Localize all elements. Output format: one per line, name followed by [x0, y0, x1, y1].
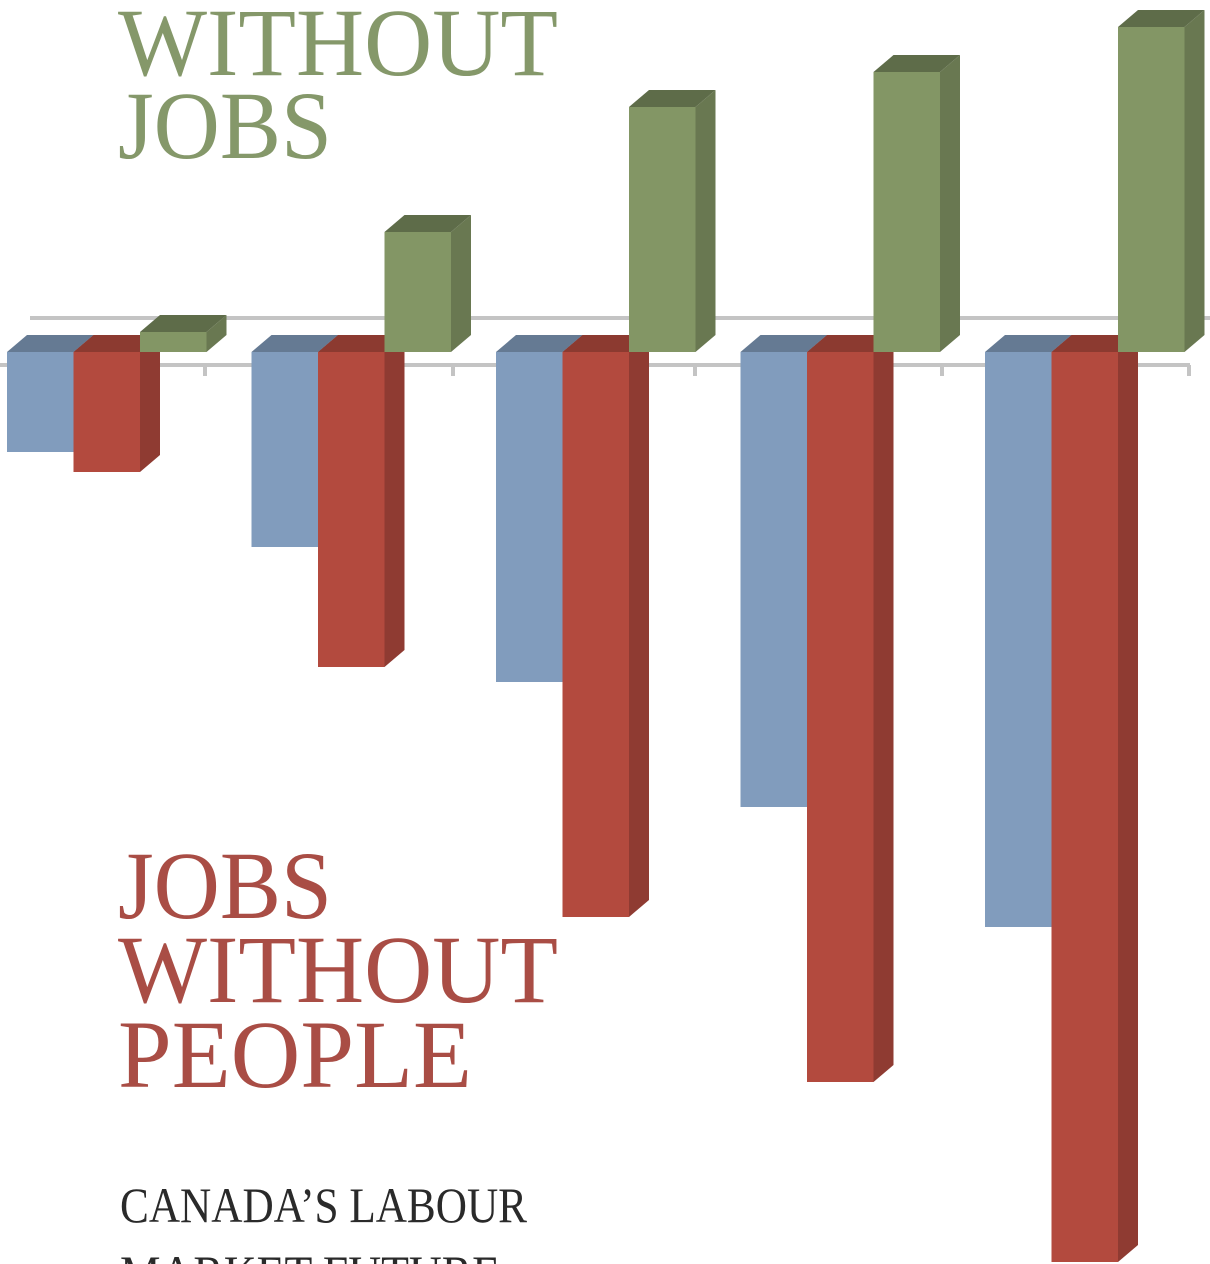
- bar-side-face: [629, 335, 649, 917]
- bar-top-face: [1118, 10, 1205, 27]
- bars: [7, 10, 1205, 1262]
- bar: [807, 335, 894, 1082]
- bar-front-face: [740, 352, 807, 807]
- bar: [384, 215, 471, 352]
- bar-front-face: [629, 107, 696, 352]
- bar-top-face: [318, 335, 405, 352]
- subtitle-line: WITHOUT: [118, 916, 558, 1023]
- bar-side-face: [873, 335, 894, 1082]
- bar: [1051, 335, 1138, 1262]
- bar-front-face: [318, 352, 385, 667]
- bar-side-face: [140, 335, 160, 472]
- bar-front-face: [384, 232, 451, 352]
- bar-top-face: [985, 335, 1072, 352]
- footer-line: MARKET FUTURE: [120, 1245, 500, 1264]
- bar-side-face: [940, 55, 960, 352]
- bar-top-face: [562, 335, 649, 352]
- bar-front-face: [251, 352, 318, 547]
- bar-front-face: [562, 352, 629, 917]
- bar-side-face: [695, 90, 716, 352]
- bar-top-face: [73, 335, 160, 352]
- bar-top-face: [740, 335, 827, 352]
- bar: [73, 335, 160, 472]
- bar-top-face: [873, 55, 960, 72]
- footer-line: CANADA’S LABOUR: [120, 1177, 528, 1233]
- subtitle-line: JOBS: [118, 832, 332, 939]
- subtitle-line: PEOPLE: [118, 1001, 472, 1108]
- title-line: WITHOUT: [118, 0, 558, 96]
- bar-front-face: [7, 352, 74, 452]
- bar-front-face: [873, 72, 940, 352]
- bar-front-face: [1118, 27, 1185, 352]
- bar: [873, 55, 960, 352]
- bar: [629, 90, 716, 352]
- bar-front-face: [985, 352, 1052, 927]
- bar-top-face: [384, 215, 471, 232]
- bar: [1118, 10, 1205, 352]
- bar-front-face: [73, 352, 140, 472]
- bar-front-face: [496, 352, 563, 682]
- bar-side-face: [451, 215, 471, 352]
- bar-top-face: [7, 335, 94, 352]
- bar: [562, 335, 649, 917]
- bar-top-face: [807, 335, 894, 352]
- bar: [140, 315, 227, 352]
- bar: [318, 335, 405, 667]
- bar-top-face: [629, 90, 716, 107]
- bar-top-face: [496, 335, 583, 352]
- bar-front-face: [140, 332, 207, 352]
- bar-top-face: [1051, 335, 1138, 352]
- bar-front-face: [1051, 352, 1118, 1262]
- title-line: JOBS: [118, 72, 332, 179]
- bar-side-face: [1118, 335, 1138, 1262]
- bar-side-face: [1184, 10, 1205, 352]
- texts: WITHOUT JOBS JOBS WITHOUT PEOPLE CANADA’…: [118, 0, 558, 1264]
- bar-top-face: [251, 335, 338, 352]
- bar-top-face: [140, 315, 227, 332]
- bar-side-face: [384, 335, 405, 667]
- bar-side-face: [206, 315, 227, 352]
- bar-front-face: [807, 352, 874, 1082]
